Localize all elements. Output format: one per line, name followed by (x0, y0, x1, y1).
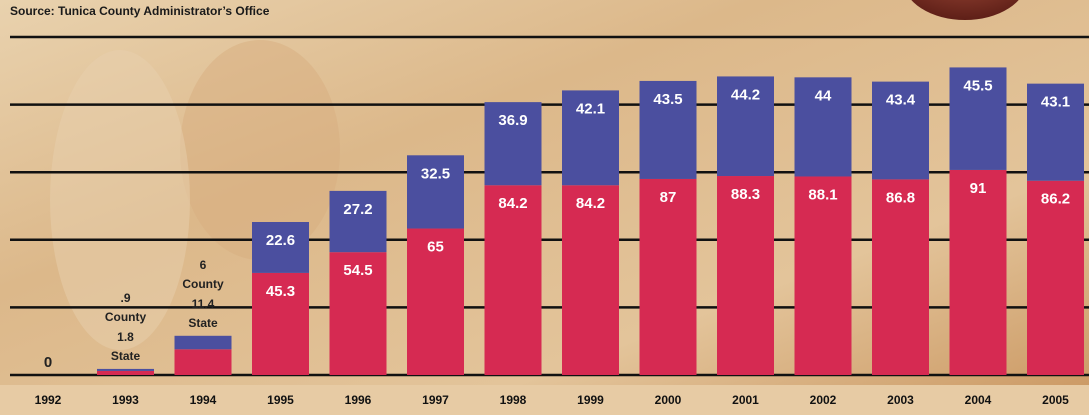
bar-segment (174, 349, 232, 375)
bar-segment (329, 252, 387, 375)
bar-segment (97, 370, 154, 375)
value-label: .9 (120, 291, 130, 305)
series-name: County (105, 310, 147, 324)
series-name: State (188, 316, 218, 330)
photo-shape (50, 50, 190, 350)
bar-segment (97, 368, 154, 371)
x-tick-label: 2001 (732, 393, 759, 407)
bar-segment (639, 178, 697, 375)
value-label: 43.5 (653, 91, 682, 108)
bar-segment (717, 76, 774, 177)
value-label: 65 (427, 239, 444, 256)
x-tick-label: 2002 (810, 393, 837, 407)
value-label: 43.1 (1041, 94, 1070, 111)
bar-segment (949, 67, 1007, 170)
bar-segment (329, 190, 387, 253)
x-tick-label: 2005 (1042, 393, 1069, 407)
x-tick-label: 1993 (112, 393, 139, 407)
bar-segment (562, 90, 619, 186)
x-tick-label: 1992 (35, 393, 62, 407)
x-tick-label: 2000 (655, 393, 682, 407)
bar-segment (794, 176, 852, 375)
value-label: 87 (660, 189, 677, 206)
bar-segment (252, 221, 309, 273)
value-label: 27.2 (343, 201, 372, 218)
series-name: State (111, 349, 141, 363)
bar-segment (949, 169, 1007, 375)
value-label: 45.5 (963, 77, 992, 94)
x-tick-label: 1995 (267, 393, 294, 407)
value-label: 86.2 (1041, 191, 1070, 208)
value-label: 42.1 (576, 100, 605, 117)
x-tick-label: 1999 (577, 393, 604, 407)
value-label: 43.4 (886, 92, 916, 109)
x-tick-label: 2004 (965, 393, 992, 407)
bar-segment (252, 272, 309, 375)
x-tick-label: 1998 (500, 393, 527, 407)
value-label: 0 (44, 354, 52, 371)
series-name: County (182, 277, 224, 291)
value-label: 32.5 (421, 165, 450, 182)
photo-shape (180, 40, 340, 260)
bar-segment (639, 80, 697, 179)
bar-segment (407, 228, 464, 375)
value-label: 11.4 (192, 297, 215, 311)
bar-segment (484, 185, 542, 375)
subtitle: Source: Tunica County Administrator’s Of… (10, 4, 270, 18)
bar-segment (562, 185, 619, 375)
bar-segment (872, 179, 929, 375)
bar-segment (407, 155, 464, 229)
value-label: 86.8 (886, 189, 915, 206)
bar-segment (174, 335, 232, 350)
value-label: 44 (815, 87, 832, 104)
value-label: 22.6 (266, 232, 295, 249)
value-label: 6 (200, 258, 207, 272)
value-label: 1.8 (117, 330, 134, 344)
bar-segment (1027, 180, 1084, 375)
value-label: 91 (970, 180, 987, 197)
bar-segment (1027, 83, 1084, 181)
value-label: 54.5 (343, 262, 372, 279)
bar-segment (484, 102, 542, 186)
value-label: 88.1 (808, 186, 837, 203)
value-label: 84.2 (498, 195, 527, 212)
x-tick-label: 1996 (345, 393, 372, 407)
bar-segment (872, 81, 929, 180)
value-label: 44.2 (731, 86, 760, 103)
x-tick-label: 2003 (887, 393, 914, 407)
bar-segment (794, 77, 852, 177)
logo-circle (911, 0, 1019, 20)
value-label: 36.9 (498, 112, 527, 129)
x-tick-label: 1994 (190, 393, 217, 407)
value-label: 88.3 (731, 186, 760, 203)
value-label: 84.2 (576, 195, 605, 212)
bar-segment (717, 176, 774, 375)
x-tick-label: 1997 (422, 393, 449, 407)
value-label: 45.3 (266, 283, 295, 300)
axis-band (0, 385, 1089, 415)
